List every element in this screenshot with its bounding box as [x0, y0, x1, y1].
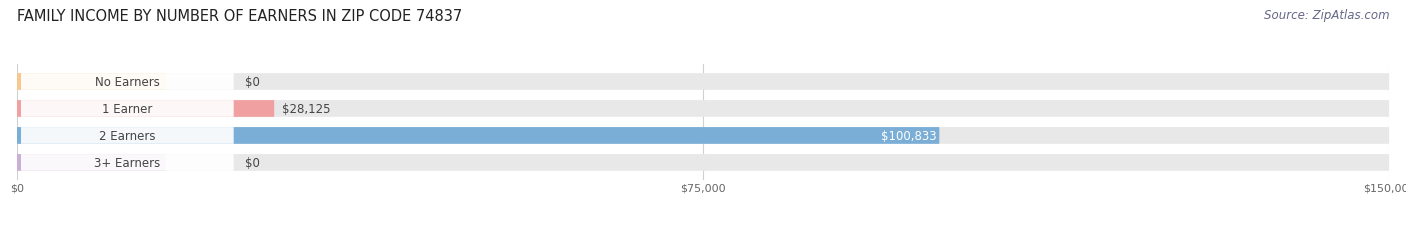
FancyBboxPatch shape [17, 128, 939, 144]
FancyBboxPatch shape [21, 101, 233, 117]
Text: 3+ Earners: 3+ Earners [94, 156, 160, 169]
FancyBboxPatch shape [17, 154, 166, 171]
Text: Source: ZipAtlas.com: Source: ZipAtlas.com [1264, 9, 1389, 22]
FancyBboxPatch shape [21, 128, 233, 144]
Text: $0: $0 [245, 156, 260, 169]
FancyBboxPatch shape [21, 154, 233, 171]
FancyBboxPatch shape [17, 154, 1389, 171]
Text: $28,125: $28,125 [283, 103, 330, 116]
FancyBboxPatch shape [17, 101, 274, 117]
FancyBboxPatch shape [17, 101, 1389, 117]
Text: FAMILY INCOME BY NUMBER OF EARNERS IN ZIP CODE 74837: FAMILY INCOME BY NUMBER OF EARNERS IN ZI… [17, 9, 463, 24]
Text: $100,833: $100,833 [882, 129, 936, 142]
Text: No Earners: No Earners [94, 76, 160, 89]
FancyBboxPatch shape [17, 128, 1389, 144]
FancyBboxPatch shape [17, 74, 1389, 91]
Text: $0: $0 [245, 76, 260, 89]
Text: 2 Earners: 2 Earners [98, 129, 156, 142]
Text: 1 Earner: 1 Earner [103, 103, 152, 116]
FancyBboxPatch shape [21, 74, 233, 91]
FancyBboxPatch shape [17, 74, 166, 91]
